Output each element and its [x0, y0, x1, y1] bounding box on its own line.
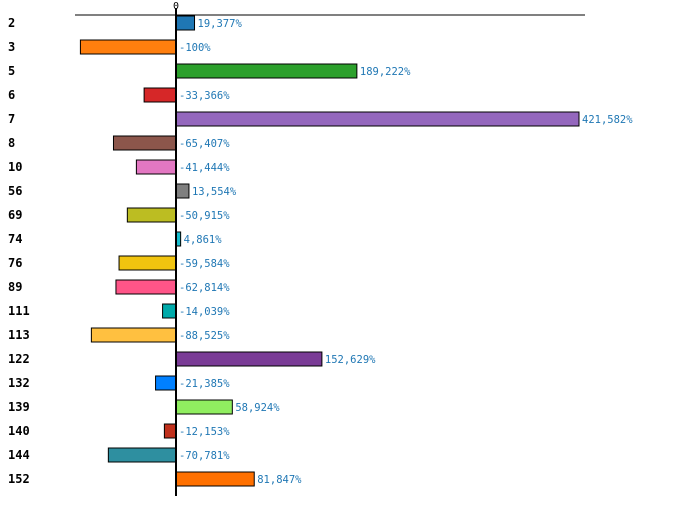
value-label: 152,629%: [325, 354, 376, 366]
bar: [163, 423, 177, 439]
category-label: 144: [8, 448, 30, 462]
bar: [115, 279, 177, 295]
bar: [175, 111, 580, 127]
value-label: 58,924%: [235, 402, 280, 414]
category-label: 89: [8, 280, 22, 294]
value-label: 4,861%: [184, 234, 223, 246]
category-label: 5: [8, 64, 15, 78]
category-label: 2: [8, 16, 15, 30]
bar: [175, 399, 233, 415]
value-label: -65,407%: [179, 138, 230, 150]
value-label: -59,584%: [179, 258, 230, 270]
category-label: 10: [8, 160, 22, 174]
value-label: -62,814%: [179, 282, 230, 294]
bar: [126, 207, 177, 223]
bar: [90, 327, 177, 343]
category-label: 56: [8, 184, 22, 198]
bar: [135, 159, 177, 175]
category-label: 6: [8, 88, 15, 102]
bar: [112, 135, 177, 151]
value-label: -12,153%: [179, 426, 230, 438]
bar: [162, 303, 177, 319]
value-label: 189,222%: [360, 66, 411, 78]
category-label: 132: [8, 376, 30, 390]
bar: [175, 351, 323, 367]
bar: [175, 15, 196, 31]
category-label: 74: [8, 232, 22, 246]
category-label: 139: [8, 400, 30, 414]
value-label: -70,781%: [179, 450, 230, 462]
value-label: -21,385%: [179, 378, 230, 390]
bar: [118, 255, 177, 271]
bar: [175, 471, 255, 487]
value-label: -88,525%: [179, 330, 230, 342]
category-label: 152: [8, 472, 30, 486]
value-label: -14,039%: [179, 306, 230, 318]
value-label: 19,377%: [198, 18, 243, 30]
value-label: -33,366%: [179, 90, 230, 102]
category-label: 8: [8, 136, 15, 150]
category-label: 69: [8, 208, 22, 222]
bar: [107, 447, 177, 463]
value-label: -50,915%: [179, 210, 230, 222]
zero-tick-label: 0: [173, 1, 179, 12]
bar: [175, 183, 190, 199]
value-label: 421,582%: [582, 114, 633, 126]
category-label: 113: [8, 328, 30, 342]
bar: [143, 87, 177, 103]
category-label: 111: [8, 304, 30, 318]
category-label: 7: [8, 112, 15, 126]
category-label: 122: [8, 352, 30, 366]
category-label: 76: [8, 256, 22, 270]
value-label: 81,847%: [257, 474, 302, 486]
value-label: -100%: [179, 42, 211, 54]
value-label: 13,554%: [192, 186, 237, 198]
bar: [79, 39, 177, 55]
value-label: -41,444%: [179, 162, 230, 174]
category-label: 3: [8, 40, 15, 54]
category-label: 140: [8, 424, 30, 438]
bar: [155, 375, 177, 391]
bar: [175, 63, 358, 79]
